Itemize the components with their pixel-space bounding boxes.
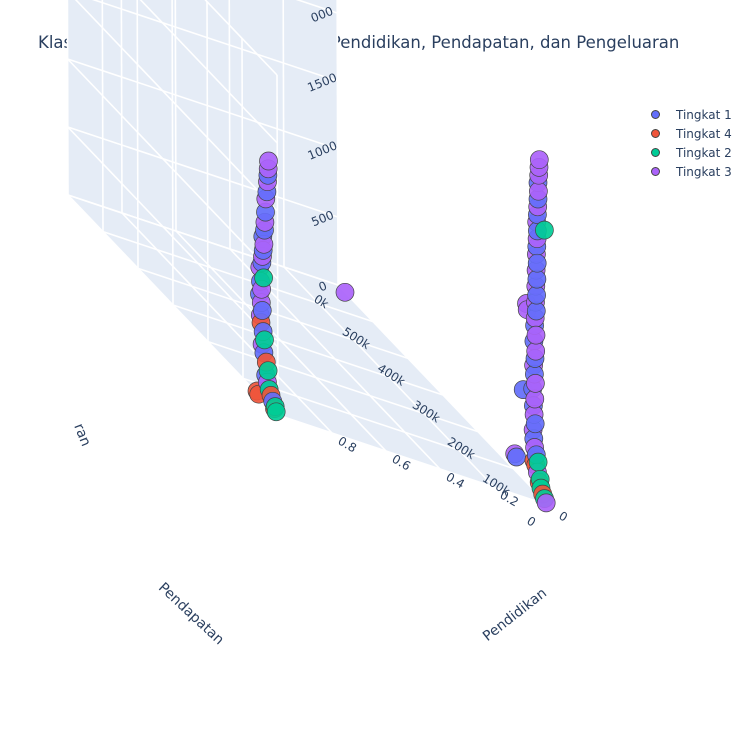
legend-marker bbox=[651, 129, 660, 138]
data-point bbox=[527, 285, 546, 305]
grid-line bbox=[228, 0, 231, 250]
data-point bbox=[526, 301, 546, 321]
data-point bbox=[252, 301, 272, 320]
legend-marker bbox=[651, 110, 660, 119]
data-point bbox=[527, 269, 547, 289]
legend-label: Tingkat 2 bbox=[676, 145, 732, 160]
x-axis-title: Pendidikan bbox=[480, 585, 550, 645]
grid-line bbox=[276, 74, 279, 416]
legend-marker bbox=[651, 148, 660, 157]
grid-line bbox=[172, 304, 444, 396]
y-tick-label: 0 bbox=[524, 514, 538, 530]
grid-line bbox=[137, 267, 409, 360]
z-axis-title: ran bbox=[70, 421, 94, 449]
axis-grid bbox=[66, 0, 549, 506]
legend-label: Tingkat 4 bbox=[676, 126, 732, 141]
grid-line bbox=[67, 194, 339, 286]
grid-line bbox=[67, 58, 279, 280]
data-point bbox=[527, 253, 547, 273]
grid-line bbox=[136, 0, 139, 269]
grid-line bbox=[242, 377, 514, 470]
data-point bbox=[529, 181, 548, 201]
grid-line bbox=[101, 0, 104, 232]
data-point bbox=[258, 361, 278, 381]
y-tick-label: 0k bbox=[311, 292, 331, 312]
grid-line bbox=[206, 1, 209, 342]
grid-line bbox=[120, 0, 123, 214]
y-axis-title: Pendapatan bbox=[155, 580, 227, 649]
grid-line bbox=[174, 0, 177, 232]
grid-line bbox=[67, 58, 338, 150]
data-point bbox=[526, 341, 546, 361]
data-point bbox=[254, 268, 273, 288]
data-point bbox=[535, 220, 554, 240]
data-point bbox=[529, 150, 549, 170]
grid-line bbox=[74, 0, 278, 212]
data-point bbox=[525, 414, 545, 434]
grid-line bbox=[207, 340, 479, 433]
grid-line bbox=[282, 0, 285, 268]
legend-marker bbox=[651, 167, 660, 176]
data-point bbox=[255, 330, 274, 350]
x-tick-label: 0 bbox=[556, 509, 570, 525]
data-point bbox=[526, 374, 545, 393]
data-point bbox=[266, 402, 286, 422]
grid-line bbox=[241, 38, 244, 379]
data-point bbox=[536, 493, 556, 513]
data-point bbox=[259, 151, 278, 171]
data-point bbox=[528, 452, 548, 472]
grid-line bbox=[204, 0, 278, 76]
grid-line bbox=[139, 0, 278, 144]
data-point bbox=[526, 325, 546, 345]
legend: Tingkat 1 Tingkat 4 Tingkat 2 Tingkat 3 bbox=[648, 105, 732, 181]
legend-label: Tingkat 3 bbox=[676, 164, 732, 179]
grid-line bbox=[336, 0, 339, 286]
legend-label: Tingkat 1 bbox=[676, 107, 732, 122]
legend-item-tingkat-1[interactable]: Tingkat 1 bbox=[648, 105, 732, 124]
grid-line bbox=[67, 126, 279, 348]
data-points bbox=[247, 150, 556, 513]
grid-line bbox=[67, 126, 339, 218]
grid-line bbox=[102, 230, 374, 323]
data-point bbox=[507, 447, 526, 467]
legend-item-tingkat-2[interactable]: Tingkat 2 bbox=[648, 143, 732, 162]
data-point bbox=[335, 282, 355, 302]
grid-line bbox=[91, 0, 338, 82]
legend-item-tingkat-3[interactable]: Tingkat 3 bbox=[648, 162, 732, 181]
grid-line bbox=[66, 0, 69, 196]
grid-line bbox=[277, 414, 549, 506]
legend-item-tingkat-4[interactable]: Tingkat 4 bbox=[648, 124, 732, 143]
grid-line bbox=[67, 194, 279, 416]
grid-line bbox=[171, 0, 174, 306]
